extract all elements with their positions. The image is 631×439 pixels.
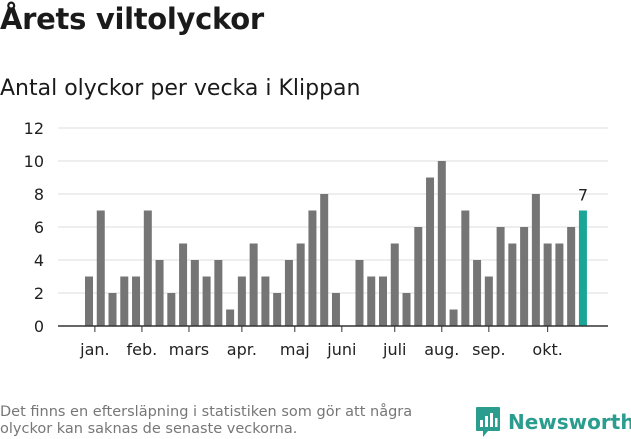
bar bbox=[143, 210, 152, 326]
x-tick-label: feb. bbox=[127, 340, 158, 359]
bar bbox=[484, 276, 493, 326]
newsworthy-logo-icon bbox=[476, 407, 500, 437]
bar bbox=[202, 276, 211, 326]
bar bbox=[379, 276, 387, 326]
bar bbox=[108, 293, 117, 326]
bar bbox=[520, 227, 529, 326]
y-tick-label: 8 bbox=[34, 185, 44, 204]
bar bbox=[508, 243, 517, 326]
bar bbox=[226, 309, 235, 326]
bar bbox=[308, 210, 317, 326]
bar bbox=[167, 293, 176, 326]
y-tick-label: 4 bbox=[34, 251, 44, 270]
bar bbox=[437, 161, 446, 326]
bar bbox=[531, 194, 540, 326]
y-tick-label: 10 bbox=[24, 152, 44, 171]
y-tick-label: 6 bbox=[34, 218, 44, 237]
footnote: Det finns en eftersläpning i statistiken… bbox=[0, 404, 413, 437]
x-tick-label: maj bbox=[280, 340, 310, 359]
chart-subtitle: Antal olyckor per vecka i Klippan bbox=[0, 76, 361, 101]
bar bbox=[296, 243, 305, 326]
bar bbox=[402, 293, 411, 326]
bar bbox=[96, 210, 105, 326]
bar bbox=[414, 227, 423, 326]
bar bbox=[320, 194, 329, 326]
brand[interactable]: Newsworthy bbox=[475, 406, 631, 438]
bar bbox=[331, 293, 340, 326]
bar bbox=[237, 276, 246, 326]
bar bbox=[190, 260, 199, 326]
chart-title: Årets viltolyckor bbox=[0, 2, 264, 36]
x-tick-label: jan. bbox=[79, 340, 109, 359]
x-tick-label: mars bbox=[169, 340, 209, 359]
y-tick-label: 0 bbox=[34, 317, 44, 336]
bar bbox=[284, 260, 293, 326]
y-tick-label: 2 bbox=[34, 284, 44, 303]
bar bbox=[85, 276, 93, 326]
bar bbox=[273, 293, 282, 326]
bar bbox=[132, 276, 141, 326]
bar-chart: 0 2 4 6 8 10 12 7 jan. feb. mars apr. maj juni juli aug… bbox=[24, 119, 608, 359]
bar bbox=[449, 309, 458, 326]
x-tick-label: aug. bbox=[424, 340, 459, 359]
bar bbox=[543, 243, 552, 326]
highlighted-bar bbox=[578, 210, 587, 326]
bar bbox=[261, 276, 270, 326]
brand-name: Newsworthy bbox=[508, 410, 631, 434]
bar bbox=[567, 227, 576, 326]
bar bbox=[496, 227, 505, 326]
x-tick-label: sep. bbox=[472, 340, 505, 359]
x-tick-label: juli bbox=[382, 340, 406, 359]
bar bbox=[214, 260, 223, 326]
bar bbox=[249, 243, 258, 326]
bar bbox=[426, 177, 435, 326]
bar bbox=[179, 243, 188, 326]
x-tick-label: okt. bbox=[532, 340, 562, 359]
bar bbox=[155, 260, 164, 326]
bar bbox=[355, 260, 364, 326]
bar bbox=[367, 276, 376, 326]
data-label: 7 bbox=[578, 186, 588, 205]
bar bbox=[555, 243, 564, 326]
y-tick-label: 12 bbox=[24, 119, 44, 138]
bar bbox=[461, 210, 470, 326]
bar bbox=[390, 243, 399, 326]
bar bbox=[120, 276, 129, 326]
bar bbox=[473, 260, 482, 326]
x-tick-label: apr. bbox=[227, 340, 257, 359]
x-tick-label: juni bbox=[326, 340, 356, 359]
